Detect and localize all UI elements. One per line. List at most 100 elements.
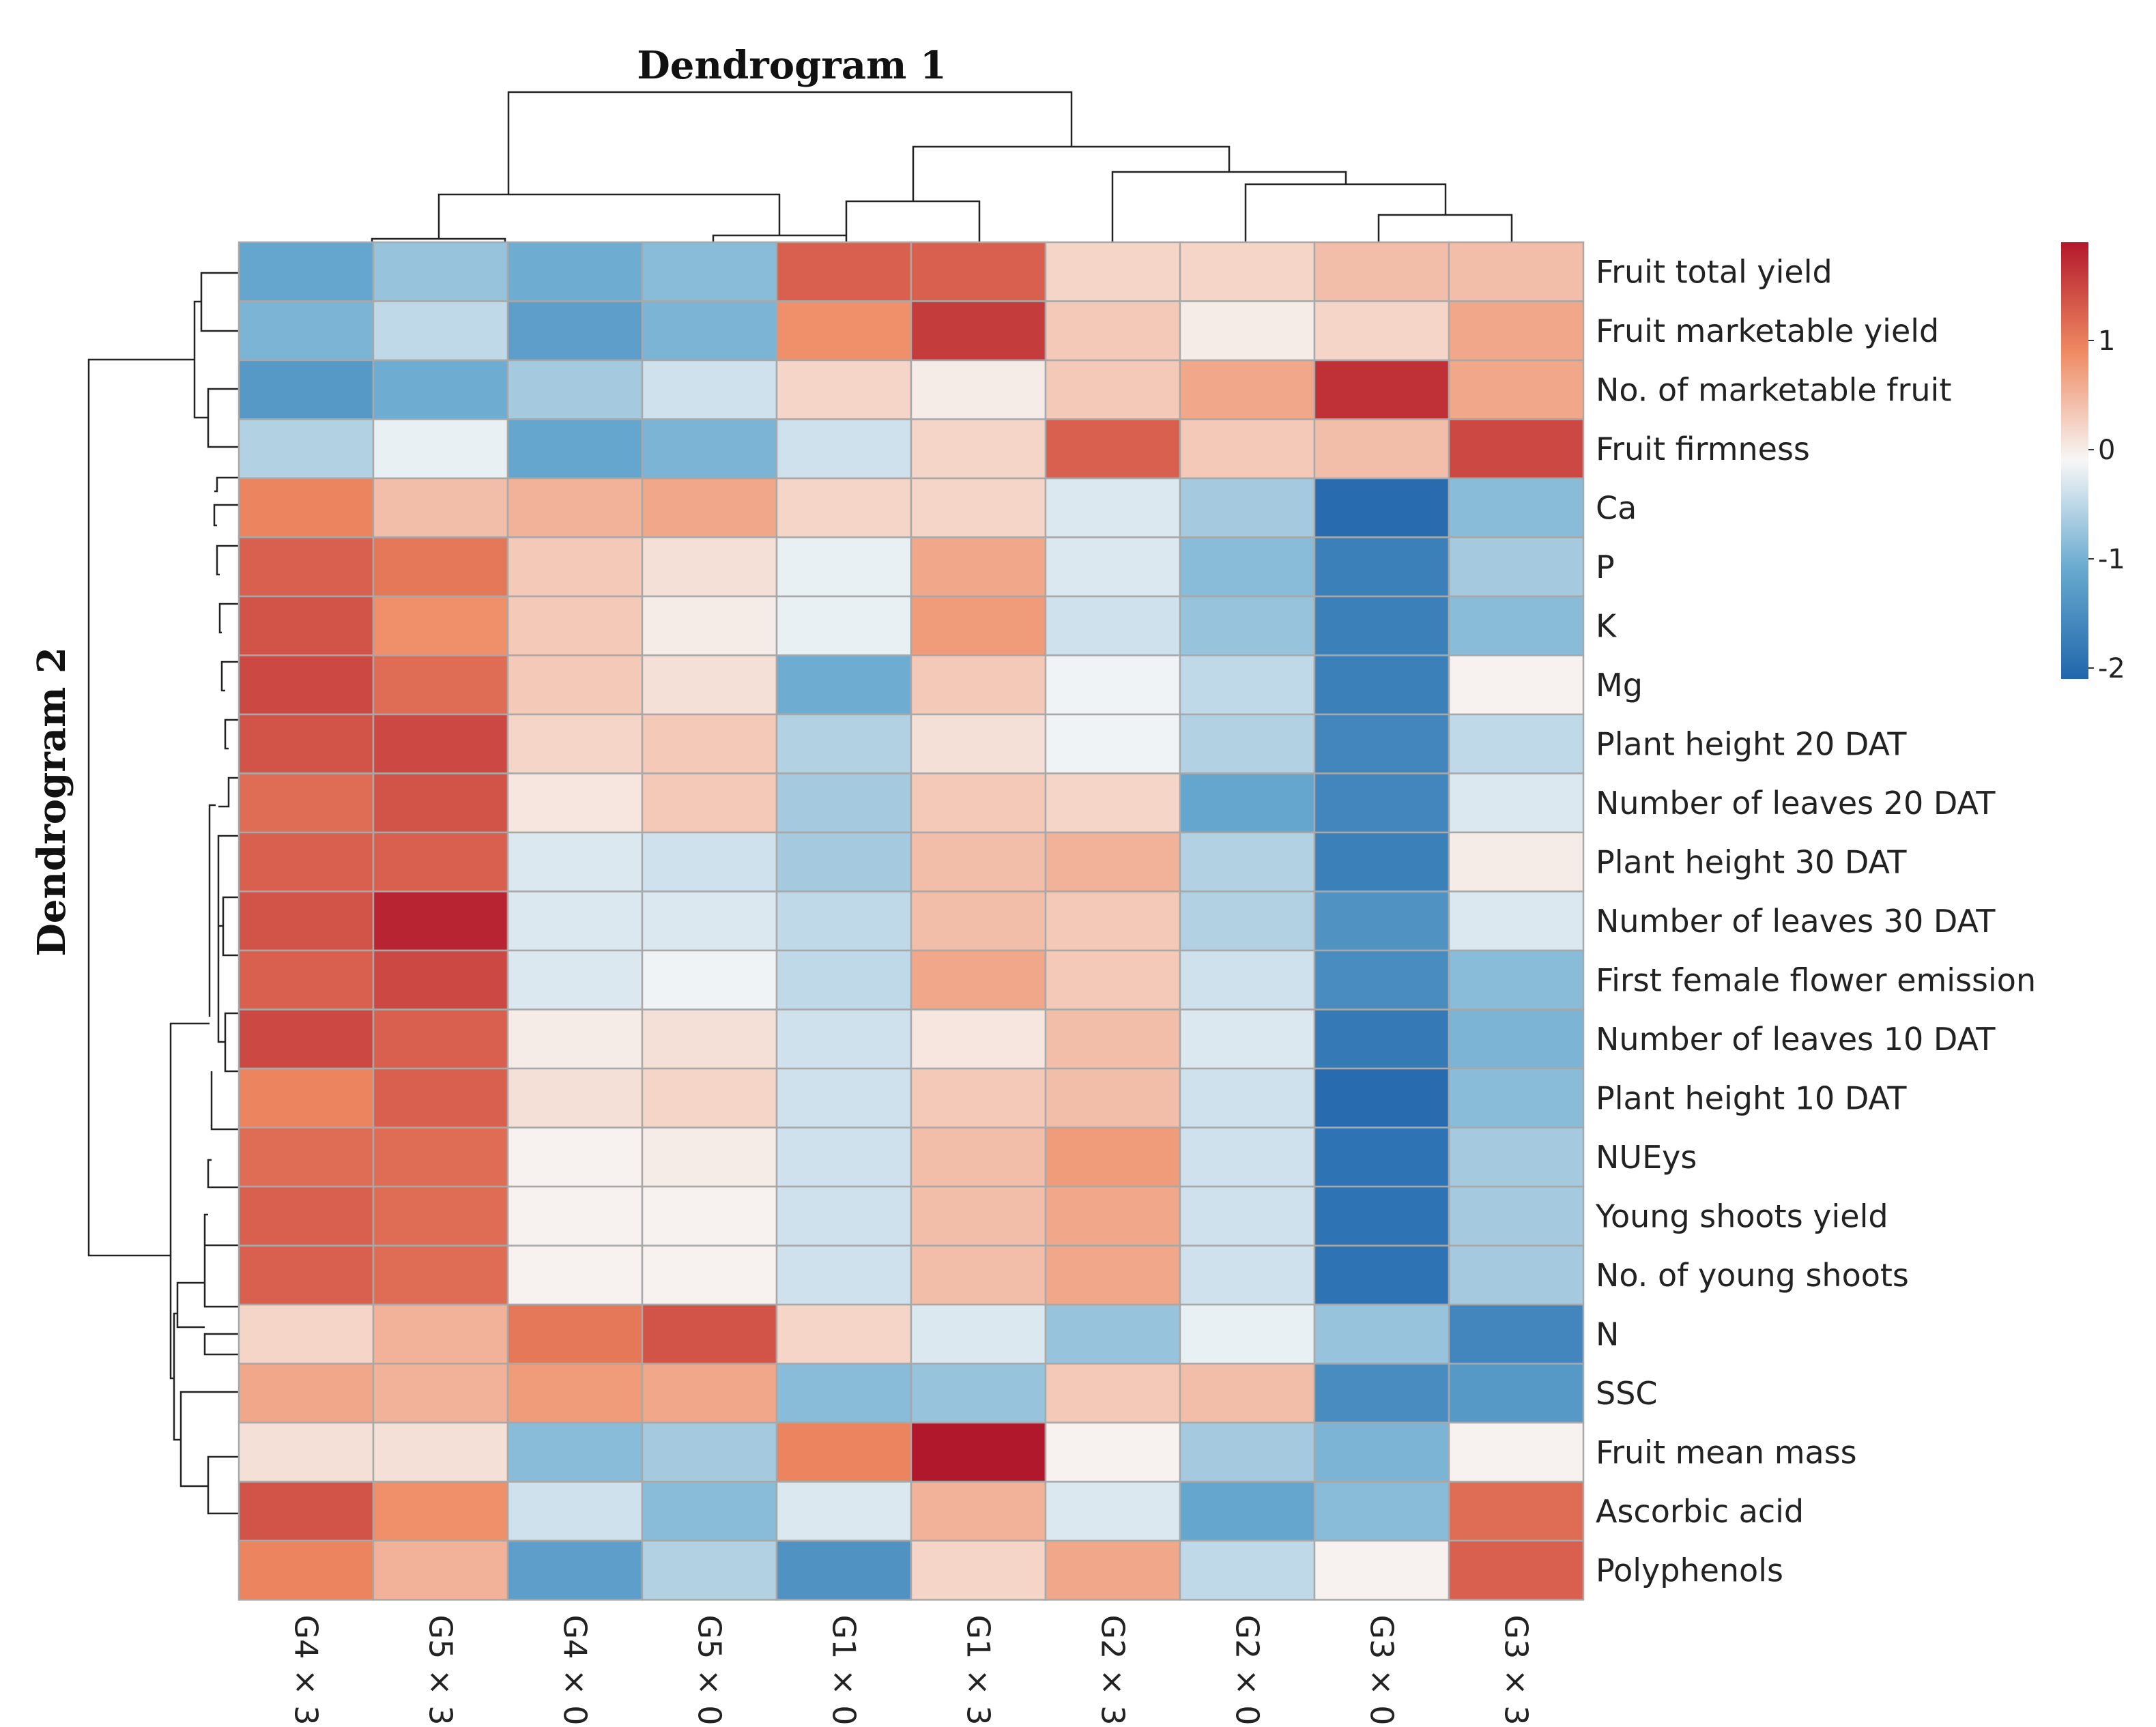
heatmap-cell [1448,1303,1585,1365]
heatmap-cell [1044,772,1181,834]
heatmap-cell [238,241,375,302]
heatmap-cell [506,1539,644,1601]
row-label: Plant height 10 DAT [1596,1079,1907,1116]
heatmap-cell [238,1067,375,1129]
legend-color-bar [2061,242,2088,679]
heatmap-cell [238,1008,375,1070]
heatmap-cell [1313,418,1450,480]
heatmap-cell [238,1303,375,1365]
heatmap-cell [1448,418,1585,480]
heatmap-cell [1313,300,1450,362]
heatmap-cell [1044,536,1181,598]
heatmap-cell [1313,359,1450,420]
heatmap-cell [775,418,912,480]
heatmap-cell [641,713,778,774]
heatmap-cell [641,418,778,480]
heatmap-cell [506,1481,644,1542]
heatmap-cell [372,1185,509,1247]
heatmap-cell [238,477,375,538]
heatmap-cell [506,241,644,302]
heatmap-cell [1313,713,1450,774]
row-label: Fruit mean mass [1596,1434,1857,1470]
heatmap-cell [1179,300,1316,362]
heatmap-cell [775,1185,912,1247]
heatmap-cell [372,1421,509,1483]
heatmap-cell [910,772,1047,834]
heatmap-cell [238,595,375,656]
heatmap-cell [910,595,1047,656]
row-label: P [1596,549,1615,585]
heatmap-cell [1044,595,1181,656]
heatmap-cell [641,890,778,952]
row-label: NUEys [1596,1139,1697,1176]
row-label: Mg [1596,667,1643,703]
row-label: No. of marketable fruit [1596,371,1951,408]
heatmap-cell [1044,1303,1181,1365]
heatmap-cell [1179,1363,1316,1424]
heatmap-cell [1313,772,1450,834]
heatmap-cell [1044,890,1181,952]
heatmap-cell [372,772,509,834]
heatmap-cell [910,1481,1047,1542]
heatmap-cell [641,595,778,656]
heatmap-cell [1179,1421,1316,1483]
heatmap-cell [641,1067,778,1129]
heatmap-cell [1044,1185,1181,1247]
heatmap-cell [1313,1303,1450,1365]
heatmap-cell [372,890,509,952]
heatmap-cell [238,1421,375,1483]
heatmap-cell [372,359,509,420]
column-labels: G4 × 3 G5 × 3 G4 × 0 G5 × 0 G1 × 0 G1 × 3 G2 ×… [288,1615,1535,1726]
heatmap-cell [775,949,912,1011]
heatmap-cell [1044,1008,1181,1070]
heatmap-cell [775,1245,912,1306]
row-label: Fruit total yield [1596,253,1832,290]
heatmap-cell [910,713,1047,774]
heatmap-cell [1313,1481,1450,1542]
heatmap-cell [1448,949,1585,1011]
heatmap-cell [238,890,375,952]
heatmap-cell [506,477,644,538]
heatmap-cell [238,713,375,774]
heatmap-cell [1179,949,1316,1011]
heatmap-cell [1044,1127,1181,1188]
heatmap-cell [1313,654,1450,716]
heatmap-cell [372,654,509,716]
heatmap-cell [1313,1363,1450,1424]
heatmap-cell [1448,1008,1585,1070]
heatmap-cell [238,536,375,598]
legend-tick-label: -1 [2098,544,2125,575]
heatmap-cell [1044,1539,1181,1601]
heatmap-cell [1448,300,1585,362]
heatmap-cell [1179,1245,1316,1306]
column-label: G2 × 3 [1095,1615,1132,1726]
row-label: Number of leaves 30 DAT [1596,903,1996,940]
heatmap-cell [1044,477,1181,538]
heatmap-cell [238,772,375,834]
heatmap-cell [372,477,509,538]
heatmap-cell [1044,1245,1181,1306]
heatmap-cell [372,1127,509,1188]
heatmap-cell [775,1363,912,1424]
heatmap-cell [641,1127,778,1188]
heatmap-cell [1044,359,1181,420]
heatmap-cell [1448,1539,1585,1601]
heatmap-cell [506,1008,644,1070]
legend-ticks: 1 0 -1 -2 [2088,325,2125,684]
heatmap-cell [641,654,778,716]
heatmap-cell [1044,831,1181,892]
heatmap-cell [1313,1008,1450,1070]
heatmap-cell [1179,713,1316,774]
heatmap-cell [910,241,1047,302]
heatmap-cell [910,359,1047,420]
heatmap-cell [641,1421,778,1483]
heatmap-cell [775,1008,912,1070]
heatmap-cell [1179,1067,1316,1129]
heatmap-cell [1313,1245,1450,1306]
heatmap-cell [641,1245,778,1306]
row-label: Fruit firmness [1596,431,1810,467]
row-label: Plant height 20 DAT [1596,725,1907,762]
heatmap-cell [641,359,778,420]
heatmap-cell [238,1127,375,1188]
row-label: Number of leaves 20 DAT [1596,785,1996,822]
